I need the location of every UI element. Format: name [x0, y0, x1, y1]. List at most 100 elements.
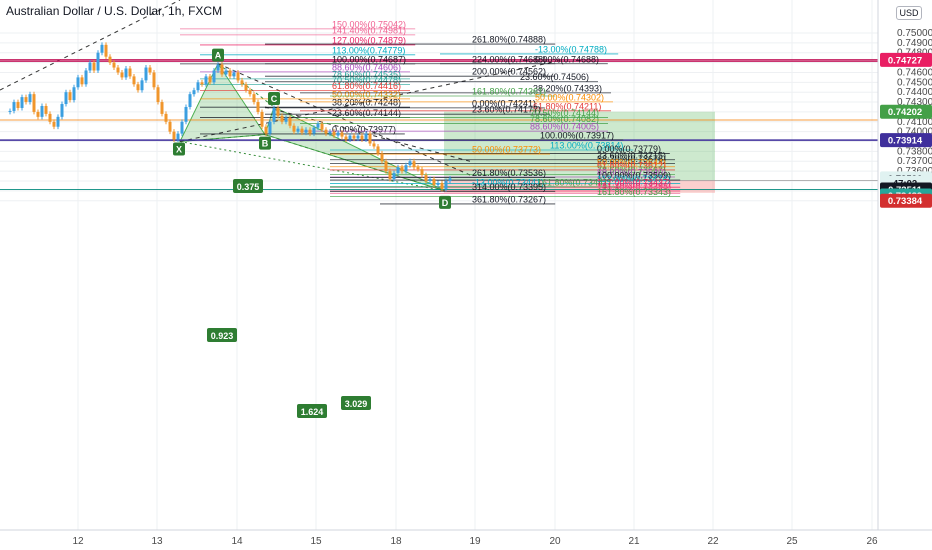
- candle-body: [180, 121, 184, 134]
- candle-body: [368, 133, 372, 144]
- candle-body: [324, 129, 328, 134]
- fib-level-label: 361.80%(0.73267): [472, 194, 546, 204]
- pattern-point-badge: [212, 48, 224, 62]
- fib-level-label: 50.00%(0.73773): [472, 145, 541, 155]
- candle-body: [48, 113, 52, 122]
- candle-body: [104, 44, 108, 57]
- y-tick-label: 0.74900: [897, 38, 932, 49]
- candle-body: [260, 111, 264, 127]
- candle-body: [396, 167, 400, 174]
- y-tick-label: 0.74000: [897, 127, 932, 138]
- candle-body: [380, 153, 384, 162]
- y-tick-label: 0.74300: [897, 97, 932, 108]
- candle-body: [100, 44, 104, 53]
- candle-body: [108, 56, 112, 63]
- candle-body: [160, 102, 164, 114]
- fib-level-label: 100.00%(0.73917): [540, 130, 614, 140]
- price-label: 0.74727: [888, 55, 922, 66]
- candle-body: [36, 111, 40, 117]
- trend-line-3: [217, 63, 471, 176]
- fib-level-label: -13.00%(0.73441): [472, 177, 544, 187]
- fib-level-label: 314.00%(0.73395): [472, 182, 546, 192]
- y-tick-label: 0.73700: [897, 156, 932, 167]
- candle-body: [412, 161, 416, 168]
- trend-line-2: [179, 60, 561, 143]
- fib-level-label: 161.80%(0.73441): [537, 177, 611, 187]
- fib-level-label: 38.20%(0.73676): [597, 154, 666, 164]
- ratio-badge: [207, 328, 237, 342]
- pattern-point-badge: [439, 195, 451, 209]
- ratio-badge: [297, 404, 327, 418]
- x-tick-label: 15: [310, 536, 322, 547]
- fib-level-label: 23.60%(0.74506): [520, 72, 589, 82]
- candle-body: [200, 82, 204, 85]
- candle-body: [388, 171, 392, 180]
- candle-body: [264, 126, 268, 134]
- y-tick-label: 0.74100: [897, 117, 932, 128]
- ratio-badge: [233, 179, 263, 193]
- candle-body: [112, 62, 116, 68]
- fib-level-label: 88.60%(0.74606): [332, 62, 401, 72]
- pattern-point-badge: [173, 142, 185, 156]
- candle-body: [268, 121, 272, 134]
- price-label-box: [880, 133, 932, 148]
- candle-body: [316, 123, 320, 128]
- price-label: 0.73384: [888, 196, 923, 207]
- candle-body: [344, 136, 348, 140]
- pattern-point-label-a: A: [215, 51, 222, 61]
- candle-body: [80, 77, 84, 85]
- candle-body: [304, 129, 308, 133]
- x-tick-label: 25: [786, 536, 798, 547]
- y-tick-label: 0.74600: [897, 67, 932, 78]
- candle-body: [72, 87, 76, 101]
- ratio-label: 0.923: [211, 331, 234, 341]
- ratio-label: 0.375: [237, 182, 260, 192]
- candle-body: [220, 64, 224, 75]
- pattern-point-label-b: B: [262, 139, 269, 149]
- candle-body: [20, 97, 24, 108]
- candle-body: [284, 117, 288, 122]
- fib-level-label: 88.60%(0.74005): [530, 122, 599, 132]
- x-tick-label: 19: [469, 536, 481, 547]
- target-zone: [444, 111, 715, 181]
- candle-body: [96, 52, 100, 71]
- candle-body: [92, 62, 96, 71]
- dashed-bd: [264, 134, 446, 192]
- candle-body: [256, 102, 260, 112]
- candle-body: [228, 70, 232, 77]
- price-label: 0.73914: [888, 136, 923, 147]
- x-tick-label: 21: [628, 536, 640, 547]
- candle-body: [292, 125, 296, 132]
- candle-body: [364, 133, 368, 140]
- fib-level-label: 50.00%(0.74302): [535, 92, 604, 102]
- candle-body: [116, 67, 120, 73]
- fib-level-label: 127.00%(0.74879): [332, 35, 406, 45]
- candle-body: [124, 68, 128, 78]
- pattern-point-label-c: C: [271, 94, 278, 104]
- y-tick-label: 0.75000: [897, 28, 932, 39]
- candle-body: [372, 143, 376, 147]
- candle-body: [12, 102, 16, 111]
- candle-body: [332, 131, 336, 136]
- candle-body: [404, 165, 408, 172]
- fib-level-label: 88.60%(0.73540): [597, 168, 666, 178]
- currency-button[interactable]: USD: [896, 6, 922, 20]
- candle-body: [56, 116, 60, 127]
- candle-body: [240, 80, 244, 85]
- candle-body: [340, 132, 344, 137]
- pattern-point-badge: [259, 136, 271, 150]
- x-tick-label: 14: [231, 536, 243, 547]
- fib-level-label: 0.00%(0.74688): [535, 54, 599, 64]
- candle-body: [440, 182, 444, 189]
- trend-line-1: [0, 0, 181, 91]
- candle-body: [8, 110, 12, 112]
- fib-level-label: 61.80%(0.74211): [533, 101, 601, 111]
- x-tick-label: 12: [72, 536, 84, 547]
- candle-body: [392, 173, 396, 180]
- candle-body: [88, 62, 92, 71]
- pattern-point-badge: [268, 91, 280, 105]
- candle-body: [448, 178, 452, 181]
- fib-level-label: 70.50%(0.74478): [332, 75, 401, 85]
